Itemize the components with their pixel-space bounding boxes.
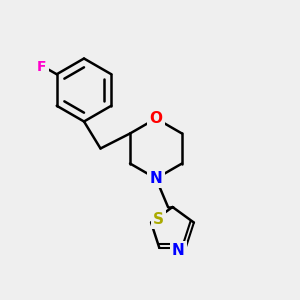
Text: N: N <box>150 171 162 186</box>
Text: N: N <box>172 243 184 258</box>
Text: F: F <box>37 60 46 74</box>
Text: O: O <box>149 111 163 126</box>
Text: S: S <box>153 212 164 227</box>
